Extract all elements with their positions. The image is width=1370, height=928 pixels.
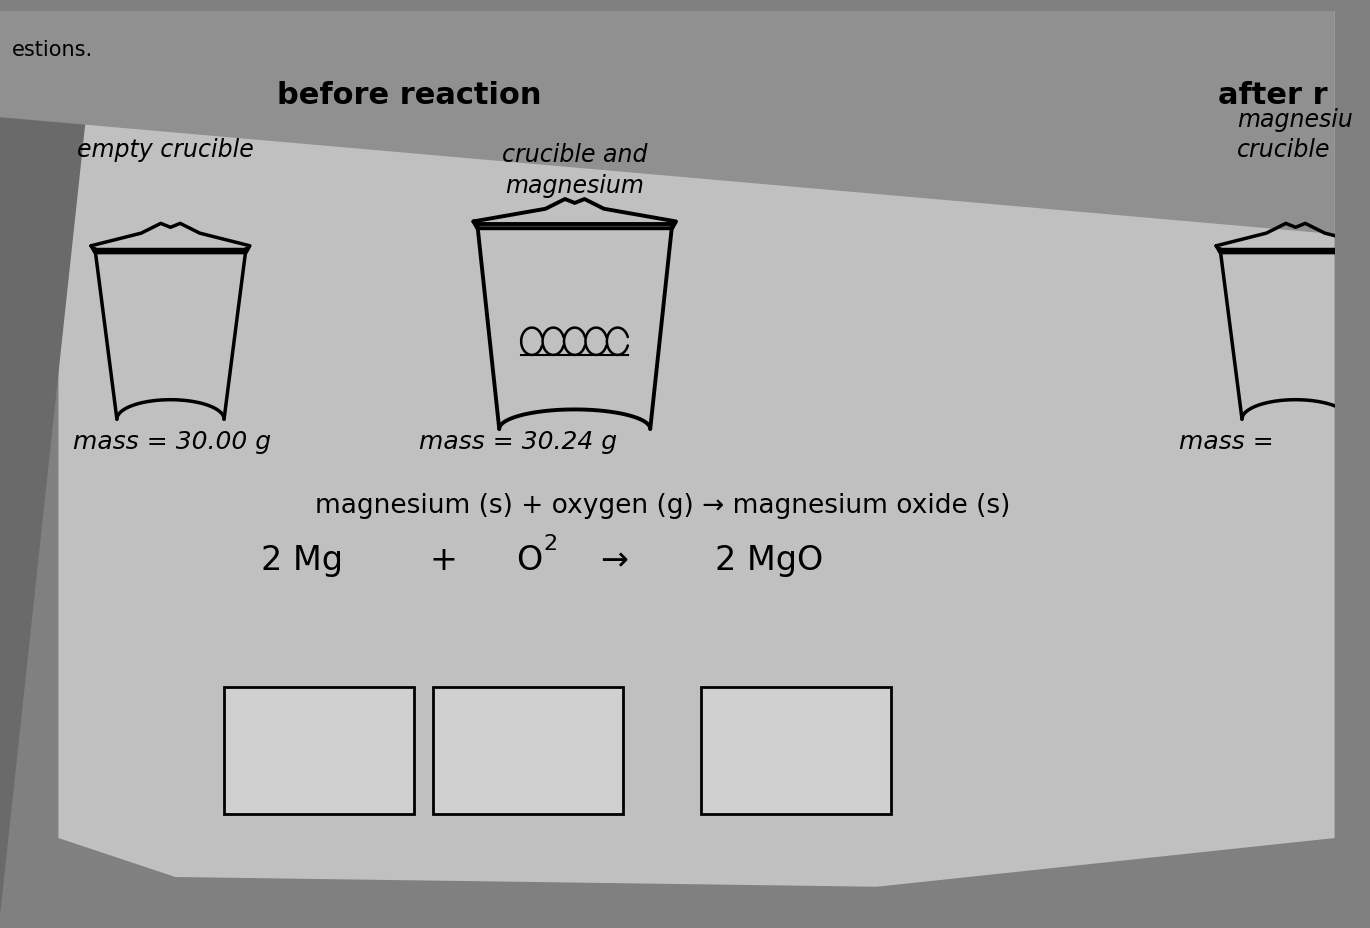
Bar [225,688,414,814]
Text: 2: 2 [544,534,558,554]
Text: estions.: estions. [12,40,93,60]
Polygon shape [0,12,97,916]
Text: crucible: crucible [1237,137,1330,161]
Text: mass = 30.24 g: mass = 30.24 g [419,430,616,454]
Polygon shape [0,12,1334,235]
Text: →: → [600,543,627,576]
Text: empty crucible: empty crucible [77,137,253,161]
Text: magnesium (s) + oxygen (g) → magnesium oxide (s): magnesium (s) + oxygen (g) → magnesium o… [315,493,1010,519]
Text: magnesiu: magnesiu [1237,109,1354,133]
Text: mass = 30.00 g: mass = 30.00 g [73,430,271,454]
Bar [433,688,623,814]
Bar [701,688,892,814]
Text: +: + [429,543,458,576]
Text: after r: after r [1218,81,1328,110]
Text: before reaction: before reaction [277,81,541,110]
Polygon shape [59,12,1334,887]
Text: O: O [516,543,543,576]
Text: 2 Mg: 2 Mg [260,543,342,576]
Text: crucible and
magnesium: crucible and magnesium [501,142,648,198]
Text: 2 MgO: 2 MgO [715,543,823,576]
Text: mass =: mass = [1178,430,1274,454]
